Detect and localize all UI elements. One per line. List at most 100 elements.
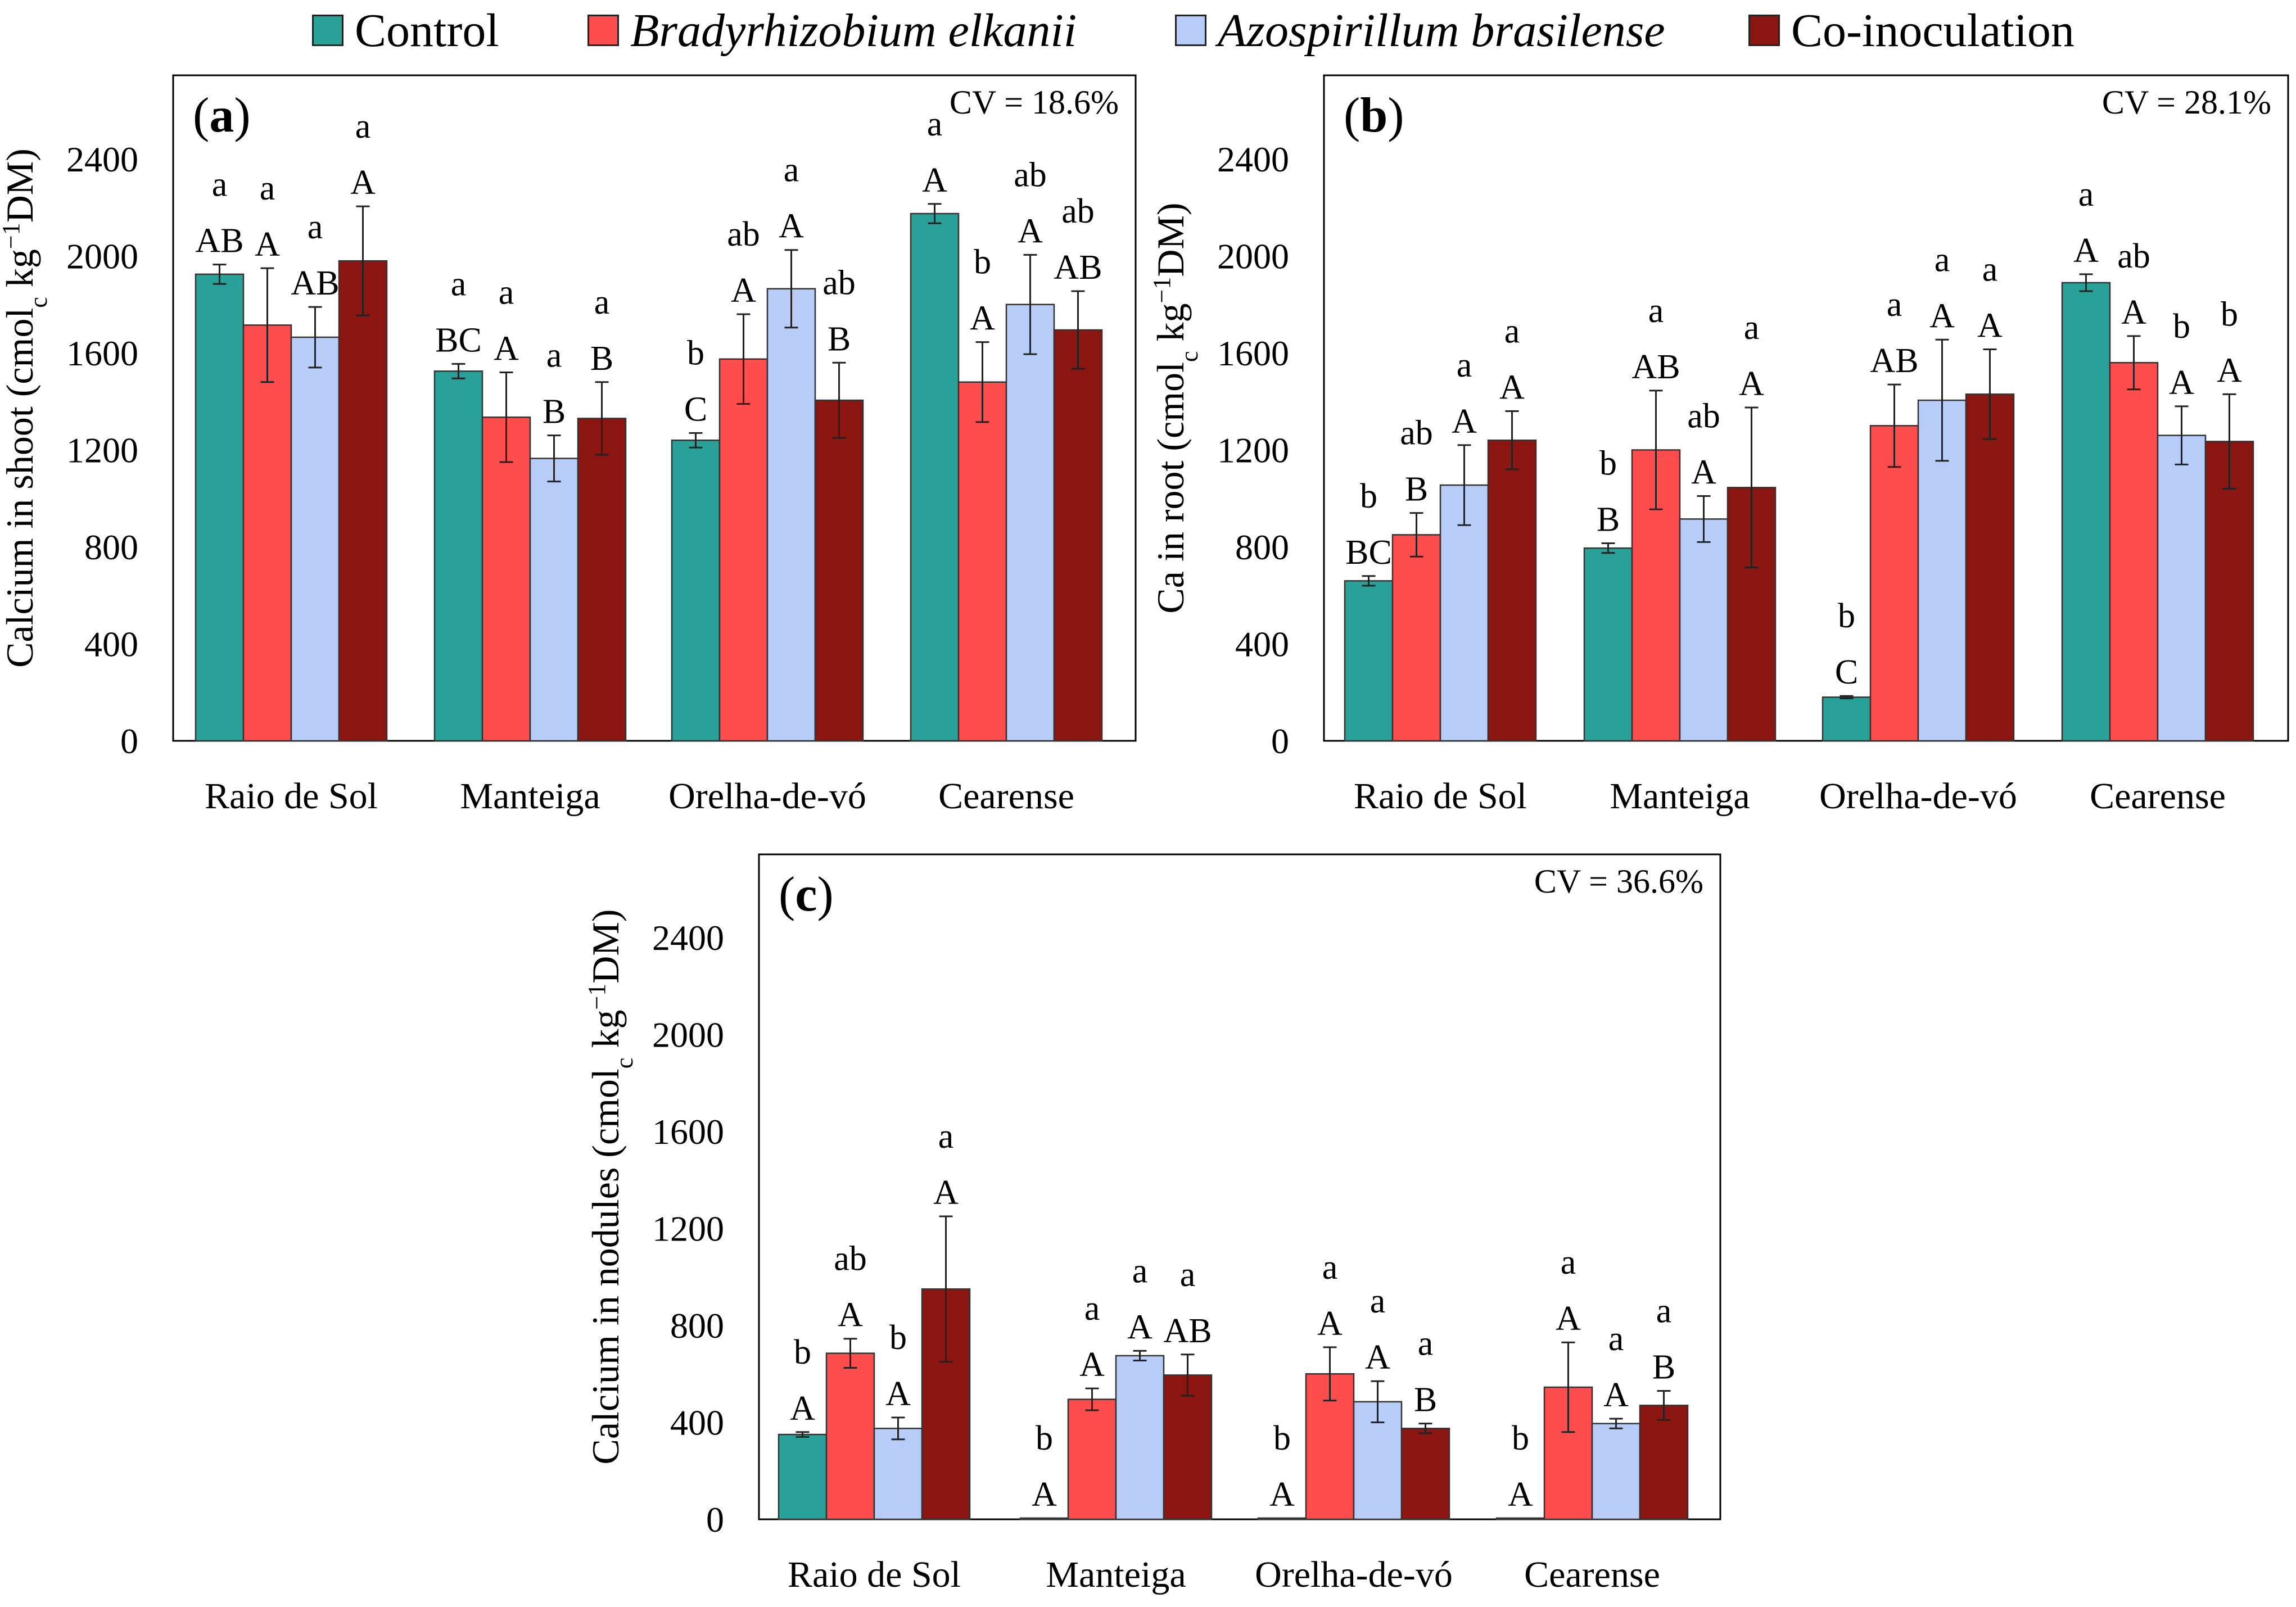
significance-upper: A [1691,453,1716,491]
bar [778,1433,828,1520]
significance-lower: a [1322,1248,1338,1287]
significance-lower: a [927,105,943,143]
bar [1583,547,1633,742]
bar [1639,1405,1689,1520]
significance-lower: ab [822,264,856,302]
significance-upper: A [1603,1376,1629,1414]
bar [910,212,960,742]
significance-lower: b [2221,295,2238,333]
plot-frame [758,853,1721,1520]
significance-upper: AB [1870,342,1918,380]
significance-upper: A [1452,402,1477,441]
significance-upper: A [731,271,756,310]
significance-lower: ab [1014,156,1047,194]
y-axis-label: Calcium in shoot (cmolc kg−1DM) [0,148,52,668]
significance-lower: b [794,1333,811,1371]
bar [338,260,388,742]
legend-swatch-control [312,15,344,46]
y-axis-label: Calcium in nodules (cmolc kg−1DM) [583,909,638,1464]
bar [1305,1373,1355,1520]
significance-upper: BC [435,321,482,359]
bar [957,381,1007,742]
significance-upper: A [350,164,376,202]
significance-lower: a [212,166,228,204]
bar [1344,580,1394,742]
significance-upper: A [885,1375,911,1413]
significance-lower: b [1273,1419,1291,1457]
significance-lower: a [546,337,562,375]
bar [873,1428,923,1520]
x-tick-label: Manteiga [1610,776,1750,817]
bar [1487,440,1537,742]
bar [1495,1517,1545,1520]
y-tick-label: 800 [84,527,138,567]
bar [2157,434,2207,742]
significance-lower: b [2173,307,2190,346]
significance-lower: a [1608,1320,1624,1358]
significance-upper: AB [1054,248,1102,287]
significance-upper: C [684,390,707,428]
y-tick-label: 0 [1271,721,1289,761]
significance-lower: b [889,1319,907,1357]
significance-lower: b [974,243,991,282]
chart-panel-1: 0 400 800 1200 1600 2000 2400 Calcium in shoot … [0,74,1137,817]
bar [577,418,627,742]
y-tick-label: 1600 [652,1112,724,1152]
bar [2109,362,2159,742]
significance-lower: a [1648,292,1664,330]
significance-lower: b [1036,1419,1053,1457]
significance-lower: a [308,208,323,246]
bar [242,324,292,742]
significance-lower: a [594,283,610,322]
panel-label: (c) [779,867,834,922]
significance-upper: A [1018,212,1043,250]
significance-lower: a [938,1117,954,1156]
significance-lower: a [1561,1243,1576,1282]
y-tick-label: 0 [706,1500,724,1540]
significance-upper: A [255,225,280,264]
bar [1400,1428,1450,1520]
y-tick-label: 1200 [66,431,138,470]
bar [481,417,531,742]
plot-frame [1323,74,2289,742]
significance-upper: AB [291,264,339,302]
significance-lower: ab [727,215,760,254]
significance-upper: A [2169,364,2194,402]
legend-label-control: Control [355,4,499,57]
bar [1163,1374,1213,1520]
plot-frame [172,74,1137,742]
y-tick-label: 2400 [652,918,724,958]
significance-upper: A [2217,351,2242,390]
y-axis-label: Ca in root (cmolc kg−1DM) [1148,202,1203,613]
significance-lower: ab [1061,192,1095,230]
bar [433,370,483,742]
x-tick-label: Manteiga [460,776,600,817]
bar [671,440,721,742]
bar [814,399,864,742]
significance-upper: A [779,207,804,246]
bar [290,336,340,742]
bar [1869,425,1919,742]
significance-upper: B [590,339,613,378]
legend-item-control: Control [312,3,499,57]
significance-lower: ab [1687,397,1720,435]
significance-upper: B [1414,1381,1437,1419]
x-tick-label: Raio de Sol [205,776,378,817]
significance-upper: A [1317,1305,1343,1343]
significance-lower: a [451,265,467,303]
significance-upper: A [494,330,519,368]
y-tick-label: 0 [120,721,138,761]
significance-upper: A [1365,1338,1390,1377]
bar [1019,1517,1069,1520]
legend-label-bradyrhizobium: Bradyrhizobium elkanii [630,4,1077,57]
x-tick-label: Raio de Sol [788,1554,961,1595]
significance-lower: b [1838,597,1855,635]
significance-upper: C [1835,653,1858,691]
legend-label-coinoculation: Co-inoculation [1791,4,2074,57]
legend-item-bradyrhizobium: Bradyrhizobium elkanii [587,3,1077,57]
significance-lower: a [260,169,275,207]
chart-panel-3: 0 400 800 1200 1600 2000 2400 Calcium in nodule… [583,853,1721,1595]
y-tick-label: 400 [1235,624,1289,664]
bar [1067,1398,1117,1520]
significance-lower: b [1360,477,1377,515]
